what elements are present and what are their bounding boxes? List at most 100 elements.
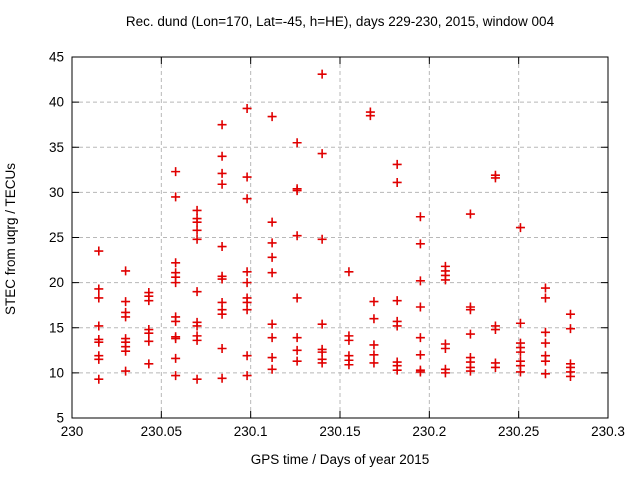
data-point — [440, 275, 450, 285]
data-point — [94, 293, 104, 303]
data-point — [171, 316, 181, 326]
data-point — [392, 365, 402, 375]
data-point — [242, 351, 252, 361]
y-tick-label: 25 — [49, 230, 64, 245]
data-point — [540, 327, 550, 337]
data-point — [292, 345, 302, 355]
data-point — [415, 276, 425, 286]
data-point — [415, 302, 425, 312]
data-point — [369, 314, 379, 324]
data-point — [565, 309, 575, 319]
y-tick-label: 5 — [56, 411, 64, 426]
data-point — [292, 138, 302, 148]
data-point — [171, 192, 181, 202]
data-point — [94, 354, 104, 364]
data-point — [415, 367, 425, 377]
data-point — [121, 366, 131, 376]
data-point — [144, 359, 154, 369]
x-tick-label: 230.3 — [591, 424, 625, 439]
data-point — [540, 293, 550, 303]
data-point — [317, 149, 327, 159]
data-point — [540, 369, 550, 379]
x-tick-label: 230.25 — [498, 424, 539, 439]
data-point — [217, 168, 227, 178]
data-point — [192, 217, 202, 227]
data-point — [267, 353, 277, 363]
data-point — [540, 356, 550, 366]
data-point — [344, 335, 354, 345]
data-point — [369, 350, 379, 360]
data-point — [217, 274, 227, 284]
data-point — [540, 338, 550, 348]
data-point — [121, 346, 131, 356]
data-point — [392, 321, 402, 331]
data-point — [192, 225, 202, 235]
data-point — [267, 238, 277, 248]
data-point — [267, 252, 277, 262]
data-point — [242, 172, 252, 182]
data-point — [490, 325, 500, 335]
y-tick-label: 45 — [49, 50, 64, 65]
data-point — [415, 212, 425, 222]
data-point — [192, 321, 202, 331]
data-point — [242, 267, 252, 277]
y-tick-label: 15 — [49, 320, 64, 335]
data-point — [515, 347, 525, 357]
data-point — [121, 266, 131, 276]
data-point — [217, 373, 227, 383]
data-point — [317, 69, 327, 79]
data-point — [540, 283, 550, 293]
data-point — [317, 358, 327, 368]
data-point — [217, 309, 227, 319]
data-point — [242, 194, 252, 204]
data-point — [171, 278, 181, 288]
chart-title: Rec. dund (Lon=170, Lat=-45, h=HE), days… — [125, 14, 555, 29]
data-point — [490, 362, 500, 372]
data-point — [267, 319, 277, 329]
data-point — [121, 297, 131, 307]
data-point — [440, 344, 450, 354]
data-point — [292, 333, 302, 343]
data-point — [565, 371, 575, 381]
data-point — [217, 179, 227, 189]
data-point — [565, 324, 575, 334]
data-point — [440, 368, 450, 378]
y-tick-label: 40 — [49, 95, 64, 110]
data-point — [267, 268, 277, 278]
data-point — [415, 350, 425, 360]
x-tick-label: 230 — [61, 424, 84, 439]
data-point — [415, 333, 425, 343]
data-point — [94, 374, 104, 384]
y-tick-label: 30 — [49, 185, 64, 200]
data-point — [171, 353, 181, 363]
data-point — [242, 371, 252, 381]
data-point — [144, 296, 154, 306]
data-point — [465, 209, 475, 219]
data-point — [369, 358, 379, 368]
x-tick-label: 230.05 — [141, 424, 182, 439]
y-tick-label: 10 — [49, 365, 64, 380]
data-point — [365, 111, 375, 121]
data-point — [217, 344, 227, 354]
data-point — [292, 356, 302, 366]
data-point — [344, 267, 354, 277]
data-point — [242, 278, 252, 288]
data-point — [144, 336, 154, 346]
data-point — [267, 217, 277, 227]
data-point — [192, 374, 202, 384]
data-point — [292, 231, 302, 241]
data-point — [292, 186, 302, 196]
data-point — [515, 318, 525, 328]
data-point — [94, 337, 104, 347]
data-point — [94, 321, 104, 331]
data-point — [242, 305, 252, 315]
x-tick-label: 230.15 — [319, 424, 360, 439]
data-point — [465, 366, 475, 376]
data-point — [94, 284, 104, 294]
data-point — [267, 364, 277, 374]
data-point — [217, 120, 227, 130]
data-point — [369, 340, 379, 350]
data-point — [242, 103, 252, 113]
data-point — [292, 293, 302, 303]
